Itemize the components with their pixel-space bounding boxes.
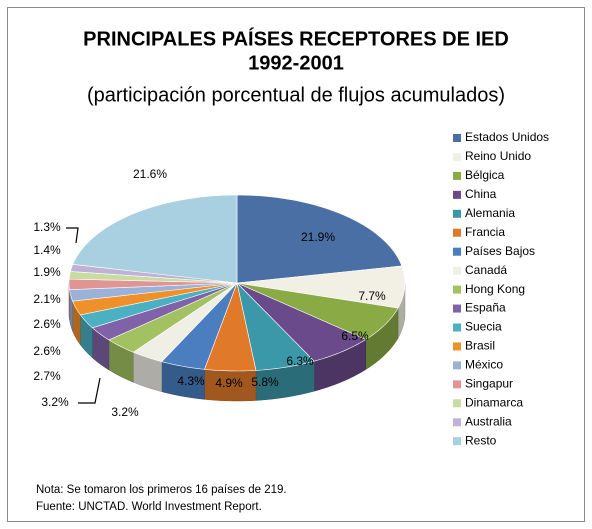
slice [236,194,403,284]
data-label: 2.1% [33,292,61,306]
legend-label: Resto [465,433,497,447]
slice [72,194,238,284]
legend-swatch [453,399,461,408]
slice [79,282,238,329]
slice [204,281,257,372]
data-label: 7.7% [358,289,386,303]
data-label: 4.9% [215,376,243,390]
data-label: 21.9% [301,230,335,244]
data-label: 21.6% [133,167,167,181]
legend-label: Alemania [465,206,515,220]
chart-subtitle: (participación porcentual de flujos acum… [87,84,505,106]
legend-swatch [453,171,461,180]
data-label: 2.6% [33,344,61,358]
data-label: 3.2% [41,395,69,409]
data-label: 1.3% [33,220,61,234]
slice [236,282,367,362]
data-label: 2.6% [33,317,61,331]
data-label: 1.9% [33,265,61,279]
slice [161,282,238,370]
legend-swatch [453,228,461,237]
data-label: 6.5% [341,329,369,343]
legend-label: China [465,187,497,201]
legend-label: Reino Unido [465,149,531,163]
data-label: 5.8% [251,375,279,389]
slice [236,282,399,340]
legend-label: Dinamarca [465,395,523,409]
legend-swatch [453,209,461,218]
slice [108,282,238,353]
legend-swatch [453,361,461,370]
legend-label: Suecia [465,320,502,334]
slice [132,282,238,362]
legend-swatch [453,418,461,427]
chart-subtitle: 1992-2001 [248,52,344,74]
slice [91,282,238,341]
legend-swatch [453,323,461,332]
leader-line [78,377,101,404]
legend-swatch [453,266,461,275]
legend-swatch [453,190,461,199]
legend-label: Australia [465,414,512,428]
legend-swatch [453,247,461,256]
legend-swatch [453,134,461,142]
slice [236,282,315,371]
legend-label: Países Bajos [465,244,535,258]
data-label: 1.4% [33,243,61,257]
legend-label: Francia [465,225,505,239]
chart-title: PRINCIPALES PAÍSES RECEPTORES DE IED [83,27,509,50]
note: Nota: Se tomaron los primeros 16 países … [36,484,287,496]
slice [68,278,238,290]
legend-swatch [453,152,461,161]
legend-swatch [453,380,461,389]
legend-label: Canadá [465,263,507,277]
legend-swatch [453,437,461,446]
slice [72,282,238,316]
data-label: 4.3% [177,374,205,388]
slice [69,282,238,302]
legend-label: Brasil [465,339,495,353]
data-label: 6.3% [286,354,314,368]
data-label: 3.2% [111,405,139,419]
legend-label: Hong Kong [465,282,525,296]
legend-label: Singapur [465,377,513,391]
legend-swatch [453,342,461,351]
legend-label: España [465,301,506,315]
legend-swatch [453,304,461,313]
note: Fuente: UNCTAD. World Investment Report. [36,501,262,513]
leader-line [66,227,79,244]
data-label: 2.7% [33,369,61,383]
legend-label: Estados Unidos [465,130,549,144]
slice [236,265,406,309]
legend-label: México [465,358,503,372]
legend-label: Bélgica [465,168,505,182]
legend-swatch [453,285,461,294]
